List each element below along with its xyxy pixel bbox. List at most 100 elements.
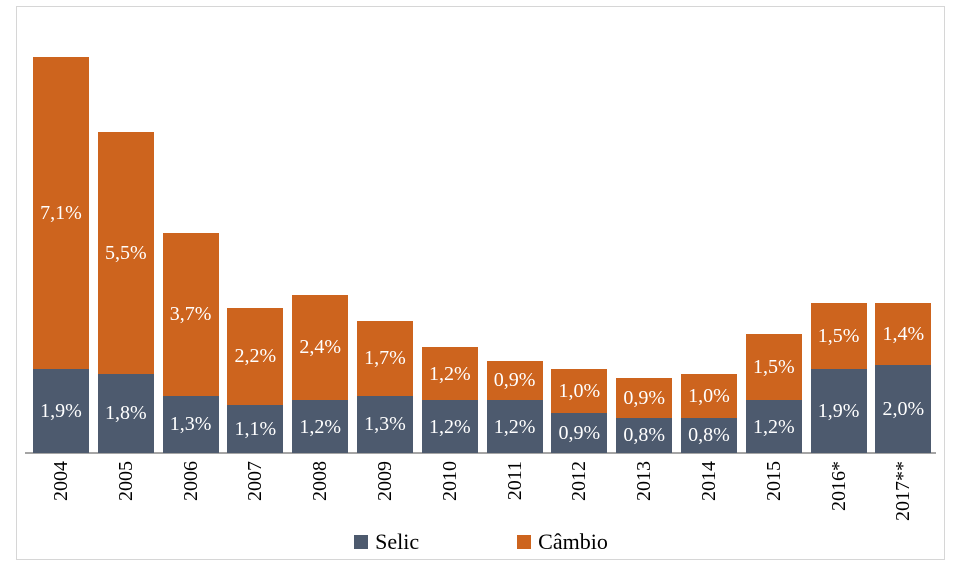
bar-2015: 1,5% 1,2% [745,334,802,453]
bar-value-label-cambio-2014: 1,0% [688,384,730,407]
bar-segment-selic-2008: 1,2% [292,400,349,453]
bar-segment-cambio-2017: 1,4% [875,303,932,365]
bar-segment-cambio-2011: 0,9% [486,360,543,401]
legend-item-selic: Selic [354,529,419,555]
bar-value-label-selic-2004: 1,9% [40,400,82,423]
bar-segment-cambio-2012: 1,0% [551,369,608,414]
bar-2005: 5,5% 1,8% [97,131,154,453]
bar-2010: 1,2% 1,2% [421,347,478,453]
bar-value-label-cambio-2010: 1,2% [428,362,471,385]
bar-2017: 1,4% 2,0% [875,303,932,453]
bar-value-label-selic-2013: 0,8% [623,424,666,447]
bar-segment-selic-2010: 1,2% [421,400,478,453]
cambio-legend-marker [517,535,532,549]
bar-value-label-cambio-2004: 7,1% [40,202,82,225]
x-axis-label-2012: 2012 [568,461,591,501]
x-axis-tick-2004: 2004 [29,461,93,501]
bar-value-label-selic-2009: 1,3% [364,413,406,436]
x-axis-tick-2014: 2014 [677,461,741,501]
x-axis-label-2010: 2010 [438,461,461,501]
bar-segment-cambio-2016: 1,5% [810,303,867,370]
bar-segment-selic-2009: 1,3% [357,395,413,453]
x-axis-label-2008: 2008 [309,461,332,501]
x-axis-label-2006: 2006 [179,461,202,501]
bar-segment-cambio-2004: 7,1% [33,57,89,370]
bar-value-label-selic-2008: 1,2% [299,415,342,438]
bar-segment-selic-2012: 0,9% [551,413,608,453]
bar-segment-selic-2005: 1,8% [97,373,154,453]
bar-value-label-cambio-2006: 3,7% [169,303,212,326]
x-axis-tick-2013: 2013 [612,461,676,501]
bar-value-label-cambio-2016: 1,5% [817,325,860,348]
bar-2008: 2,4% 1,2% [292,294,349,453]
bar-value-label-selic-2012: 0,9% [558,422,601,445]
bar-segment-selic-2004: 1,9% [33,369,89,453]
bar-value-label-cambio-2017: 1,4% [882,323,925,346]
bar-segment-selic-2011: 1,2% [486,400,543,453]
bar-segment-cambio-2007: 2,2% [227,307,284,405]
bar-segment-selic-2017: 2,0% [875,365,932,453]
x-axis-label-2005: 2005 [114,461,137,501]
x-axis-label-2014: 2014 [698,461,720,501]
bar-value-label-cambio-2015: 1,5% [752,356,795,379]
x-axis-label-2007: 2007 [244,461,267,501]
bar-segment-cambio-2013: 0,9% [616,378,673,418]
x-axis-tick-2005: 2005 [94,461,158,501]
x-axis-tick-2016: 2016* [807,461,871,511]
bar-value-label-selic-2016: 1,9% [817,400,860,423]
bar-segment-selic-2006: 1,3% [162,395,219,453]
chart-border [16,6,945,560]
bar-value-label-cambio-2013: 0,9% [623,387,666,410]
bar-value-label-cambio-2007: 2,2% [234,345,277,368]
bar-2004: 7,1% 1,9% [33,57,89,453]
bar-segment-cambio-2009: 1,7% [357,321,413,396]
x-axis-label-2017: 2017** [892,461,915,521]
x-axis-label-2009: 2009 [374,461,396,501]
bar-value-label-selic-2010: 1,2% [428,415,471,438]
bar-segment-selic-2014: 0,8% [681,417,737,453]
bar-segment-selic-2013: 0,8% [616,417,673,453]
bar-value-label-cambio-2012: 1,0% [558,380,601,403]
bar-value-label-cambio-2005: 5,5% [104,241,147,264]
x-axis-tick-2008: 2008 [288,461,352,501]
x-axis-tick-2010: 2010 [418,461,482,501]
x-axis-tick-2012: 2012 [547,461,611,501]
x-axis-label-2013: 2013 [633,461,656,501]
bar-2009: 1,7% 1,3% [357,321,413,453]
bar-2007: 2,2% 1,1% [227,307,284,453]
bar-value-label-cambio-2011: 0,9% [493,369,536,392]
bar-2012: 1,0% 0,9% [551,369,608,453]
bar-2011: 0,9% 1,2% [486,360,543,453]
bar-2014: 1,0% 0,8% [681,373,737,453]
bar-value-label-cambio-2008: 2,4% [299,336,342,359]
bar-segment-cambio-2008: 2,4% [292,294,349,401]
bar-segment-cambio-2014: 1,0% [681,373,737,418]
bar-value-label-selic-2005: 1,8% [104,402,147,425]
x-axis-tick-2007: 2007 [223,461,287,501]
x-axis-label-2004: 2004 [50,461,72,501]
bar-value-label-selic-2015: 1,2% [752,415,795,438]
bar-2016: 1,5% 1,9% [810,303,867,453]
cambio-legend-label: Câmbio [538,529,608,554]
bar-segment-selic-2015: 1,2% [745,400,802,453]
bar-value-label-selic-2014: 0,8% [688,424,730,447]
bar-segment-cambio-2006: 3,7% [162,233,219,396]
selic-legend-label: Selic [375,529,420,554]
bar-segment-cambio-2005: 5,5% [97,131,154,374]
x-axis-tick-2009: 2009 [353,461,417,501]
bar-segment-selic-2007: 1,1% [227,404,284,453]
bar-segment-cambio-2010: 1,2% [421,347,478,401]
bar-value-label-selic-2011: 1,2% [493,415,536,438]
bar-value-label-cambio-2009: 1,7% [364,347,406,370]
bar-2006: 3,7% 1,3% [162,233,219,453]
selic-legend-marker [354,535,369,549]
x-axis-label-2016: 2016* [827,461,850,511]
bar-segment-cambio-2015: 1,5% [745,334,802,401]
bar-value-label-selic-2007: 1,1% [234,417,277,440]
bar-segment-selic-2016: 1,9% [810,369,867,453]
x-axis-tick-2011: 2011 [483,461,547,500]
bar-value-label-selic-2006: 1,3% [169,413,212,436]
x-axis-line [25,452,936,454]
